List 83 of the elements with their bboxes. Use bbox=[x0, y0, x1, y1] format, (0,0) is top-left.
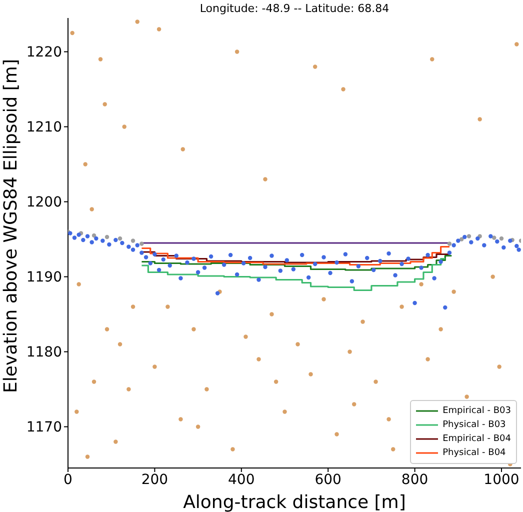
point bbox=[196, 424, 200, 429]
point bbox=[464, 394, 469, 399]
point bbox=[118, 236, 122, 241]
point bbox=[166, 304, 170, 309]
point bbox=[130, 238, 136, 243]
point bbox=[130, 304, 136, 309]
chart-title: Longitude: -48.9 -- Latitude: 68.84 bbox=[198, 2, 390, 15]
point bbox=[102, 102, 107, 106]
point bbox=[499, 236, 504, 241]
point bbox=[244, 334, 248, 339]
point bbox=[360, 320, 365, 324]
point bbox=[192, 327, 196, 332]
point bbox=[274, 380, 278, 384]
legend-label: Empirical - B03 bbox=[442, 405, 511, 418]
point bbox=[312, 64, 318, 69]
y-tick-label: 1210 bbox=[26, 120, 62, 136]
legend-label: Empirical - B04 bbox=[442, 433, 511, 446]
point bbox=[90, 207, 94, 212]
y-tick-label: 1190 bbox=[26, 270, 62, 286]
y-tick-label: 1220 bbox=[26, 44, 62, 61]
point bbox=[85, 454, 90, 459]
point bbox=[497, 364, 502, 369]
point bbox=[322, 297, 326, 302]
point bbox=[74, 410, 79, 414]
legend-label: Physical - B03 bbox=[442, 419, 506, 432]
point bbox=[490, 274, 495, 279]
point bbox=[230, 447, 235, 452]
point bbox=[514, 42, 519, 46]
point bbox=[234, 50, 240, 54]
point bbox=[135, 20, 140, 24]
x-tick-label: 400 bbox=[228, 472, 255, 488]
point bbox=[426, 357, 430, 362]
point bbox=[104, 327, 110, 332]
point bbox=[178, 417, 183, 422]
point bbox=[391, 447, 396, 452]
point bbox=[282, 410, 287, 414]
point bbox=[83, 162, 88, 166]
point bbox=[334, 432, 339, 436]
point bbox=[400, 304, 404, 309]
point bbox=[152, 364, 157, 369]
x-tick-label: 200 bbox=[141, 472, 168, 488]
point bbox=[70, 30, 74, 36]
point bbox=[419, 282, 424, 286]
point bbox=[114, 440, 118, 444]
point bbox=[204, 387, 209, 392]
point bbox=[341, 87, 346, 92]
x-axis-title: Along-track distance [m] bbox=[183, 492, 406, 512]
point bbox=[118, 342, 122, 346]
point bbox=[98, 57, 103, 62]
point bbox=[156, 27, 162, 32]
point bbox=[104, 234, 110, 240]
point bbox=[492, 236, 496, 240]
point bbox=[430, 57, 434, 62]
point bbox=[460, 237, 464, 242]
point bbox=[386, 417, 391, 422]
point bbox=[296, 342, 300, 346]
x-tick-label: 600 bbox=[314, 472, 342, 488]
legend-label: Physical - B04 bbox=[442, 447, 506, 460]
point bbox=[348, 350, 352, 354]
point bbox=[466, 234, 472, 238]
y-tick-label: 1170 bbox=[26, 420, 62, 436]
point bbox=[256, 357, 261, 362]
point bbox=[438, 327, 443, 332]
point bbox=[140, 242, 144, 246]
x-tick-label: 0 bbox=[64, 472, 72, 488]
y-tick-label: 1200 bbox=[26, 194, 62, 211]
point bbox=[452, 290, 456, 294]
y-tick-label: 1180 bbox=[26, 344, 62, 361]
point bbox=[478, 117, 482, 122]
point bbox=[308, 372, 313, 376]
point bbox=[374, 380, 378, 384]
point bbox=[76, 282, 81, 286]
point bbox=[180, 147, 185, 152]
point bbox=[126, 387, 131, 392]
point bbox=[447, 242, 452, 246]
x-tick-label: 800 bbox=[401, 472, 428, 488]
point bbox=[122, 124, 126, 129]
x-tick-label: 1000 bbox=[484, 472, 520, 488]
point bbox=[352, 402, 356, 406]
point bbox=[270, 312, 274, 316]
y-axis-title: Elevation above WGS84 Ellipsoid [m] bbox=[0, 59, 22, 393]
point bbox=[92, 380, 96, 384]
point bbox=[263, 177, 268, 182]
